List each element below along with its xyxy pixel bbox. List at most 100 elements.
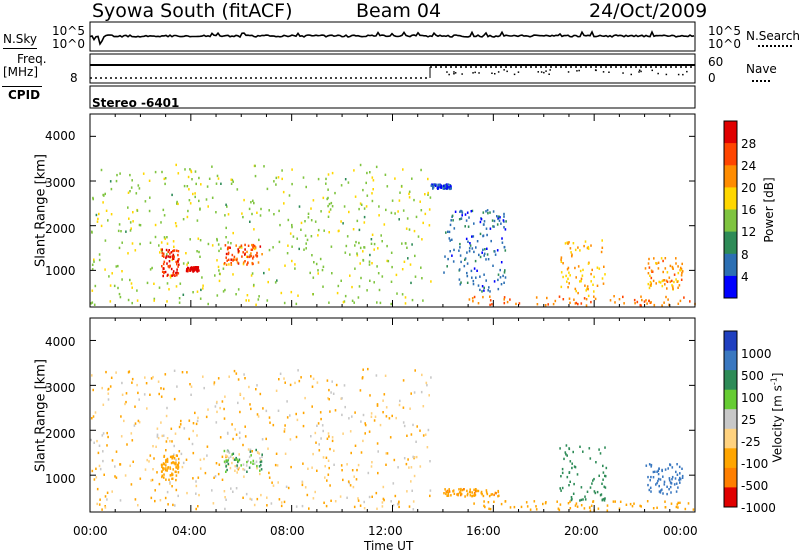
power-echo-4-57 xyxy=(446,185,448,188)
velocity-echo-5-66 xyxy=(574,466,577,469)
power-echo-8-1 xyxy=(677,286,679,289)
velocity-echo-0-210 xyxy=(376,404,379,407)
power-echo-7-40 xyxy=(568,241,570,244)
velocity-echo-2-31 xyxy=(247,448,250,451)
power-echo-0-4 xyxy=(360,276,362,280)
power-echo-0-162 xyxy=(410,281,412,285)
power-echo-0-272 xyxy=(139,242,141,246)
power-echo-5-55 xyxy=(500,222,502,225)
velocity-echo-5-49 xyxy=(573,465,576,468)
velocity-echo-0-57 xyxy=(245,492,248,496)
velocity-echo-6-55 xyxy=(657,479,659,483)
power-echo-0-503 xyxy=(317,272,319,275)
power-echo-7-34 xyxy=(587,245,590,249)
power-echo-0-486 xyxy=(278,209,280,213)
power-echo-6-7 xyxy=(554,299,557,303)
velocity-echo-4-48 xyxy=(664,506,667,509)
velocity-echo-0-145 xyxy=(172,503,174,507)
power-echo-7-49 xyxy=(565,274,567,278)
velocity-echo-5-47 xyxy=(584,495,586,498)
power-echo-6-27 xyxy=(648,299,650,303)
power-echo-0-102 xyxy=(328,202,331,206)
power-echo-0-410 xyxy=(373,248,375,251)
nave-dot-16 xyxy=(494,73,496,75)
power-echo-6-42 xyxy=(609,299,612,302)
power-echo-0-370 xyxy=(253,247,256,251)
power-echo-0-305 xyxy=(139,224,142,227)
power-echo-4-66 xyxy=(432,186,435,189)
velocity-echo-0-249 xyxy=(221,455,224,458)
power-echo-5-139 xyxy=(471,276,473,279)
power-echo-8-38 xyxy=(648,257,650,261)
power-echo-0-117 xyxy=(109,300,112,303)
power-echo-7-29 xyxy=(585,289,587,292)
power-echo-0-107 xyxy=(359,202,362,205)
power-echo-0-479 xyxy=(263,165,265,168)
velocity-echo-0-195 xyxy=(178,450,181,453)
velocity-echo-0-235 xyxy=(325,456,328,459)
velocity-echo-1-34 xyxy=(169,455,172,459)
power-echo-0-13 xyxy=(166,242,169,245)
velocity-echo-6-12 xyxy=(659,478,662,481)
velocity-echo-0-394 xyxy=(237,378,240,381)
power-echo-0-489 xyxy=(360,203,363,206)
velocity-echo-0-334 xyxy=(237,401,239,405)
power-echo-0-435 xyxy=(217,265,220,269)
nave-dot-3 xyxy=(638,71,640,73)
power-echo-7-56 xyxy=(579,249,581,252)
power-echo-1-39 xyxy=(167,255,170,258)
velocity-echo-0-71 xyxy=(232,437,234,441)
velocity-echo-0-105 xyxy=(154,489,156,492)
power-echo-8-31 xyxy=(650,282,652,285)
radar-title: Syowa South (fitACF) xyxy=(92,0,293,22)
velocity-echo-5-39 xyxy=(565,444,568,447)
power-echo-1-28 xyxy=(168,249,170,252)
velocity-echo-5-1 xyxy=(580,498,583,502)
velocity-echo-0-254 xyxy=(123,419,125,423)
velocity-echo-0-126 xyxy=(160,395,163,398)
power-echo-5-127 xyxy=(483,223,485,226)
power-echo-0-148 xyxy=(189,238,191,241)
velocity-echo-0-215 xyxy=(330,499,332,502)
power-echo-0-321 xyxy=(240,246,243,249)
power-echo-6-34 xyxy=(568,297,571,300)
power-echo-8-0 xyxy=(644,267,647,270)
velocity-echo-0-265 xyxy=(95,467,97,470)
velocity-echo-3-49 xyxy=(457,494,459,497)
power-echo-6-63 xyxy=(471,297,474,300)
power-echo-5-45 xyxy=(482,248,484,251)
velocity-echo-0-69 xyxy=(302,411,305,415)
power-echo-7-25 xyxy=(587,288,589,291)
velocity-echo-6-3 xyxy=(681,474,684,478)
velocity-echo-6-8 xyxy=(677,486,679,489)
power-echo-4-35 xyxy=(437,183,439,187)
power-echo-0-160 xyxy=(362,188,364,192)
power-echo-0-196 xyxy=(148,209,151,213)
velocity-echo-0-107 xyxy=(354,444,357,447)
power-echo-6-45 xyxy=(618,298,621,301)
velocity-echo-0-148 xyxy=(384,374,387,377)
power-echo-0-171 xyxy=(355,240,357,244)
power-echo-1-1 xyxy=(167,250,169,254)
velocity-echo-4-62 xyxy=(500,502,503,506)
power-echo-0-413 xyxy=(276,279,278,282)
power-echo-8-47 xyxy=(672,287,674,290)
velocity-cbar-seg-1 xyxy=(724,350,737,371)
velocity-echo-0-97 xyxy=(268,476,271,479)
power-echo-0-349 xyxy=(405,242,407,245)
power-echo-0-417 xyxy=(95,213,98,217)
power-echo-5-76 xyxy=(445,231,447,234)
velocity-echo-0-172 xyxy=(134,498,137,501)
velocity-echo-3-57 xyxy=(460,492,463,496)
power-echo-7-0 xyxy=(586,285,589,288)
velocity-echo-1-37 xyxy=(165,467,167,470)
velocity-echo-0-440 xyxy=(361,376,364,379)
velocity-echo-0-194 xyxy=(174,504,176,507)
power-echo-0-289 xyxy=(348,210,350,214)
power-echo-0-414 xyxy=(102,201,104,204)
velocity-echo-1-28 xyxy=(171,461,174,464)
velocity-echo-3-34 xyxy=(469,488,471,491)
velocity-echo-0-353 xyxy=(364,423,367,427)
velocity-echo-0-504 xyxy=(251,450,253,453)
power-echo-6-41 xyxy=(622,295,624,299)
